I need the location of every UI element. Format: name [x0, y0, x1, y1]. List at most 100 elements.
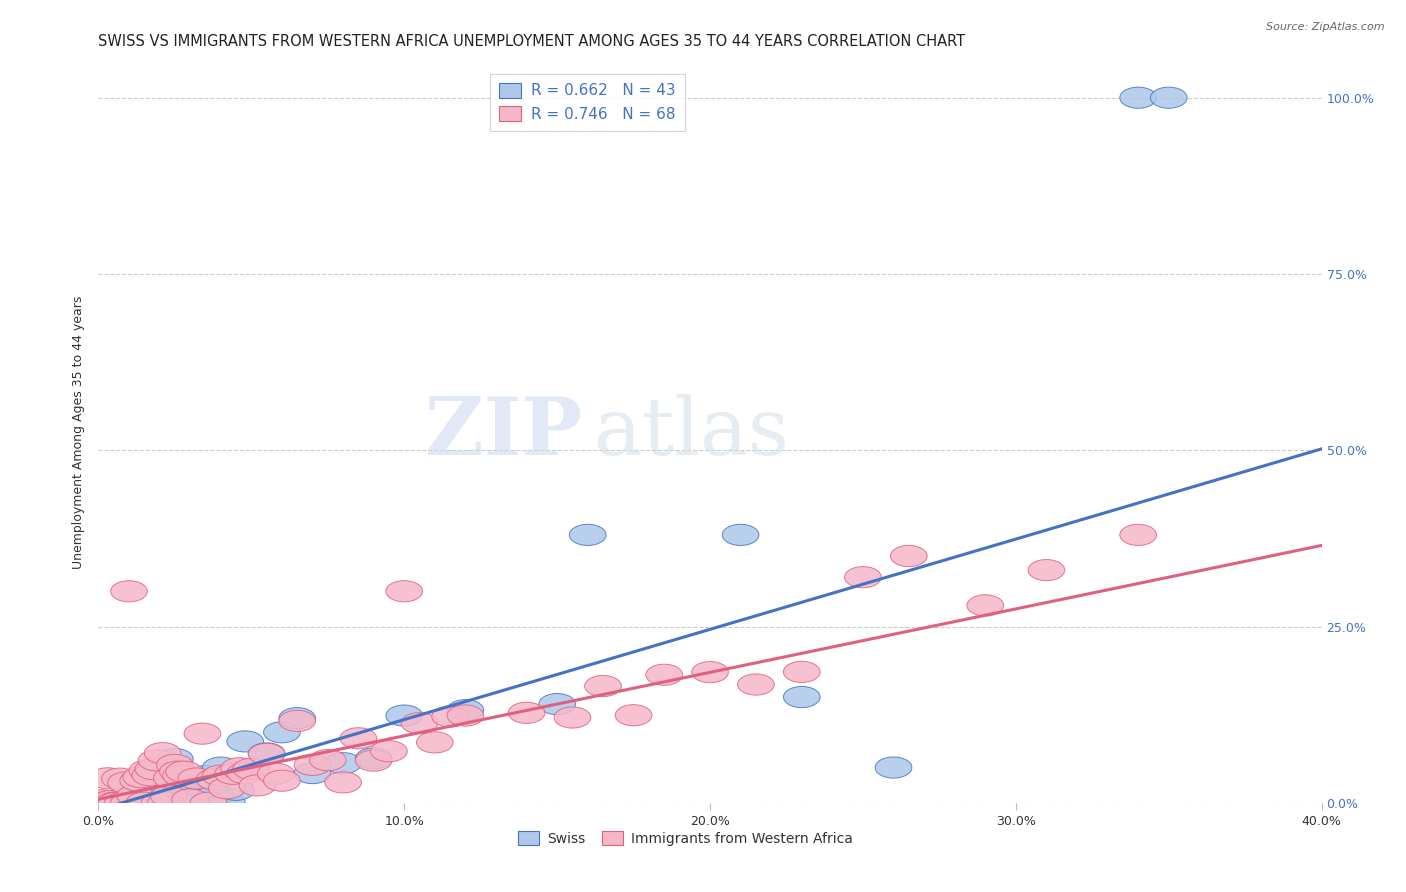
- Ellipse shape: [845, 566, 882, 588]
- Text: atlas: atlas: [593, 393, 789, 472]
- Ellipse shape: [96, 792, 132, 814]
- Ellipse shape: [249, 743, 285, 764]
- Ellipse shape: [156, 755, 193, 775]
- Ellipse shape: [156, 748, 193, 770]
- Ellipse shape: [221, 757, 257, 779]
- Ellipse shape: [585, 675, 621, 697]
- Ellipse shape: [309, 749, 346, 771]
- Ellipse shape: [278, 707, 315, 729]
- Ellipse shape: [120, 792, 156, 814]
- Ellipse shape: [432, 706, 468, 727]
- Ellipse shape: [93, 790, 129, 812]
- Ellipse shape: [783, 661, 820, 682]
- Ellipse shape: [187, 765, 224, 787]
- Ellipse shape: [197, 769, 233, 790]
- Ellipse shape: [111, 792, 148, 814]
- Ellipse shape: [294, 755, 330, 775]
- Ellipse shape: [215, 764, 252, 784]
- Ellipse shape: [208, 792, 245, 814]
- Ellipse shape: [117, 785, 153, 806]
- Legend: Swiss, Immigrants from Western Africa: Swiss, Immigrants from Western Africa: [512, 826, 859, 851]
- Ellipse shape: [257, 764, 294, 784]
- Ellipse shape: [172, 773, 208, 795]
- Ellipse shape: [569, 524, 606, 545]
- Ellipse shape: [145, 742, 181, 764]
- Ellipse shape: [967, 595, 1004, 616]
- Ellipse shape: [111, 792, 148, 814]
- Ellipse shape: [135, 758, 172, 780]
- Ellipse shape: [1028, 559, 1064, 581]
- Ellipse shape: [166, 761, 202, 782]
- Ellipse shape: [127, 792, 163, 814]
- Ellipse shape: [554, 707, 591, 728]
- Ellipse shape: [141, 792, 179, 814]
- Ellipse shape: [239, 775, 276, 796]
- Ellipse shape: [96, 792, 132, 814]
- Ellipse shape: [278, 710, 315, 731]
- Ellipse shape: [166, 773, 202, 795]
- Ellipse shape: [160, 761, 197, 782]
- Ellipse shape: [294, 763, 330, 784]
- Ellipse shape: [153, 767, 190, 789]
- Ellipse shape: [325, 753, 361, 773]
- Ellipse shape: [86, 792, 122, 814]
- Ellipse shape: [692, 662, 728, 682]
- Ellipse shape: [108, 772, 145, 793]
- Ellipse shape: [738, 674, 775, 695]
- Ellipse shape: [890, 545, 927, 566]
- Ellipse shape: [208, 778, 245, 799]
- Text: SWISS VS IMMIGRANTS FROM WESTERN AFRICA UNEMPLOYMENT AMONG AGES 35 TO 44 YEARS C: SWISS VS IMMIGRANTS FROM WESTERN AFRICA …: [98, 34, 966, 49]
- Ellipse shape: [179, 768, 215, 789]
- Ellipse shape: [197, 785, 233, 806]
- Ellipse shape: [325, 772, 361, 793]
- Ellipse shape: [416, 731, 453, 753]
- Ellipse shape: [104, 792, 141, 814]
- Ellipse shape: [129, 789, 166, 810]
- Ellipse shape: [111, 581, 148, 602]
- Ellipse shape: [401, 713, 437, 734]
- Ellipse shape: [723, 524, 759, 545]
- Ellipse shape: [89, 768, 127, 789]
- Y-axis label: Unemployment Among Ages 35 to 44 years: Unemployment Among Ages 35 to 44 years: [72, 296, 84, 569]
- Ellipse shape: [98, 792, 135, 814]
- Text: ZIP: ZIP: [425, 393, 582, 472]
- Ellipse shape: [371, 740, 408, 762]
- Ellipse shape: [1119, 524, 1157, 545]
- Ellipse shape: [145, 790, 181, 812]
- Ellipse shape: [226, 731, 263, 752]
- Ellipse shape: [148, 792, 184, 814]
- Ellipse shape: [508, 702, 546, 723]
- Ellipse shape: [184, 723, 221, 744]
- Ellipse shape: [202, 757, 239, 778]
- Ellipse shape: [616, 705, 652, 726]
- Ellipse shape: [160, 764, 197, 785]
- Ellipse shape: [120, 770, 156, 791]
- Ellipse shape: [150, 768, 187, 789]
- Ellipse shape: [645, 665, 682, 685]
- Ellipse shape: [233, 758, 270, 780]
- Ellipse shape: [122, 766, 160, 788]
- Ellipse shape: [111, 792, 148, 814]
- Ellipse shape: [153, 780, 190, 802]
- Ellipse shape: [1150, 87, 1187, 108]
- Ellipse shape: [385, 705, 423, 726]
- Ellipse shape: [538, 693, 575, 714]
- Ellipse shape: [1119, 87, 1157, 108]
- Ellipse shape: [138, 750, 174, 771]
- Ellipse shape: [138, 770, 174, 791]
- Ellipse shape: [447, 699, 484, 721]
- Ellipse shape: [101, 792, 138, 814]
- Ellipse shape: [179, 788, 215, 809]
- Ellipse shape: [150, 786, 187, 806]
- Ellipse shape: [141, 774, 179, 795]
- Ellipse shape: [83, 792, 120, 814]
- Ellipse shape: [135, 777, 172, 798]
- Ellipse shape: [447, 705, 484, 726]
- Ellipse shape: [202, 765, 239, 786]
- Ellipse shape: [783, 687, 820, 707]
- Ellipse shape: [127, 792, 163, 814]
- Ellipse shape: [190, 792, 226, 814]
- Ellipse shape: [356, 747, 392, 769]
- Ellipse shape: [129, 760, 166, 781]
- Ellipse shape: [263, 770, 301, 791]
